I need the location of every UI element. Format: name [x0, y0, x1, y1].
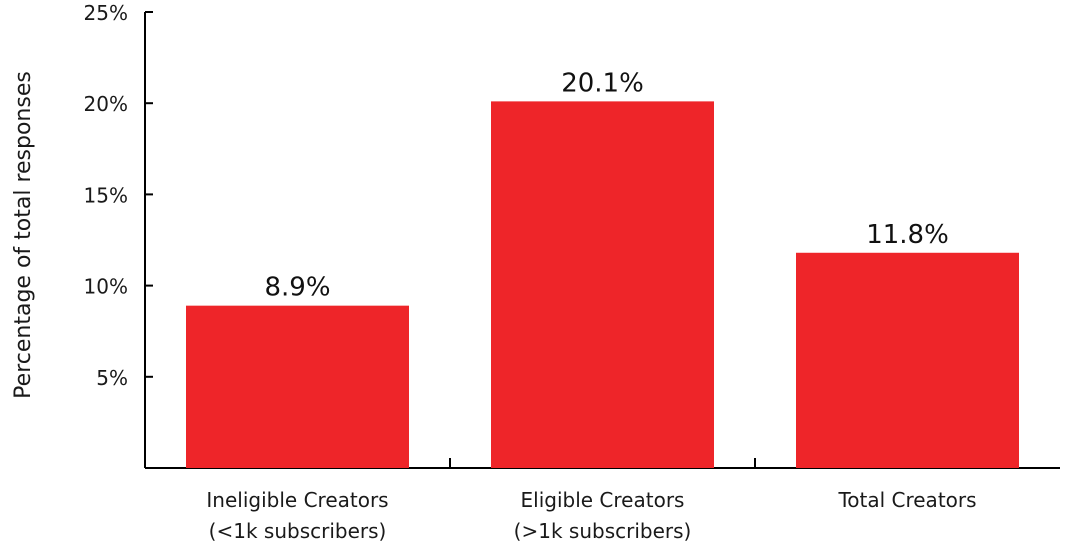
- bar-value-label: 11.8%: [866, 220, 949, 250]
- bars: 8.9% 20.1% 11.8%: [186, 68, 1019, 468]
- x-category-label-line: Total Creators: [837, 488, 976, 512]
- x-category-label-line: Ineligible Creators: [206, 488, 388, 512]
- bar-value-label: 20.1%: [561, 68, 644, 98]
- bar-value-label: 8.9%: [264, 273, 330, 303]
- y-tick-label: 20%: [84, 92, 128, 116]
- x-category-label: Eligible Creators (>1k subscribers): [514, 488, 692, 543]
- y-tick-label: 15%: [84, 183, 128, 207]
- bar: [491, 101, 714, 468]
- x-category-label-line: Eligible Creators: [521, 488, 685, 512]
- y-tick-label: 10%: [84, 275, 128, 299]
- y-tick-label: 5%: [96, 366, 128, 390]
- x-category-label: Total Creators: [837, 488, 976, 512]
- y-axis-title: Percentage of total responses: [11, 71, 36, 399]
- bar: [186, 305, 409, 468]
- x-category-label-line: (>1k subscribers): [514, 519, 692, 543]
- bar: [796, 252, 1019, 468]
- y-axis: 5% 10% 15% 20% 25%: [84, 1, 153, 468]
- x-axis: Ineligible Creators (<1k subscribers) Elig…: [145, 458, 1060, 543]
- x-category-label-line: (<1k subscribers): [209, 519, 387, 543]
- y-tick-label: 25%: [84, 1, 128, 25]
- x-category-label: Ineligible Creators (<1k subscribers): [206, 488, 388, 543]
